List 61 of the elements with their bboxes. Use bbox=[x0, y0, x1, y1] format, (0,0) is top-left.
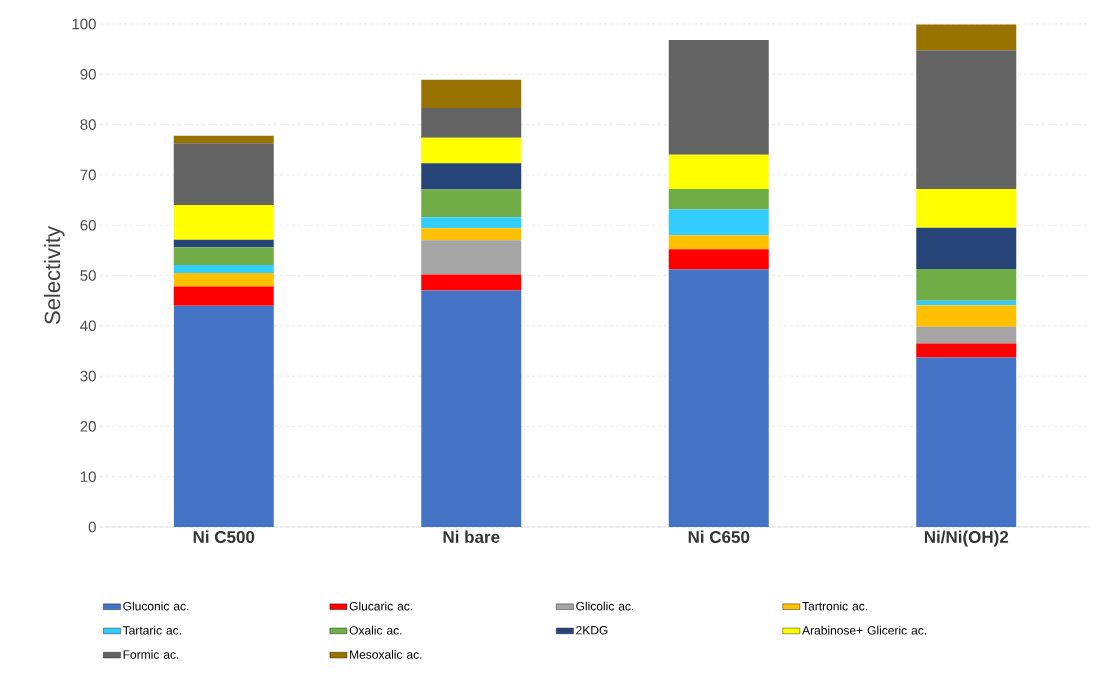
bar bbox=[173, 143, 274, 206]
legend-label: Glicolic ac. bbox=[576, 601, 634, 611]
legend-label: Glucaric ac. bbox=[349, 601, 413, 611]
bar bbox=[668, 249, 769, 270]
x-tick-label: Ni C500 bbox=[193, 530, 255, 544]
bar bbox=[173, 205, 274, 240]
x-tick-label: Ni bare bbox=[443, 530, 500, 544]
bar bbox=[421, 189, 522, 218]
y-tick-label: 50 bbox=[80, 270, 96, 281]
y-tick-label: 10 bbox=[80, 471, 96, 483]
bar bbox=[668, 235, 769, 250]
legend-label: Tartaric ac. bbox=[122, 625, 181, 635]
bar bbox=[916, 268, 1017, 301]
legend-label: Formic ac. bbox=[123, 650, 179, 659]
legend-label: Arabinose+ Gliceric ac. bbox=[802, 625, 927, 635]
bar bbox=[173, 272, 274, 287]
bar bbox=[421, 217, 522, 229]
bar bbox=[173, 239, 274, 248]
bar bbox=[173, 247, 274, 265]
bar bbox=[173, 264, 274, 273]
bar bbox=[668, 40, 769, 155]
bar bbox=[916, 227, 1017, 269]
bar bbox=[421, 240, 522, 275]
legend-label: 2KDG bbox=[576, 625, 608, 635]
bar bbox=[421, 228, 522, 241]
bar bbox=[668, 269, 769, 527]
bar bbox=[173, 305, 274, 527]
y-tick-label: 80 bbox=[80, 119, 96, 130]
y-tick-label: 100 bbox=[72, 18, 96, 30]
y-axis-title: Selectivity bbox=[44, 226, 65, 325]
bar bbox=[916, 188, 1017, 228]
bar bbox=[916, 24, 1017, 51]
x-tick-label: Ni/Ni(OH)2 bbox=[924, 530, 1009, 547]
y-tick-label: 90 bbox=[80, 68, 96, 80]
legend-label: Tartronic ac. bbox=[802, 601, 867, 611]
bar bbox=[916, 343, 1017, 358]
bar bbox=[916, 326, 1017, 344]
legend-label: Mesoxalic ac. bbox=[350, 650, 422, 659]
bar bbox=[421, 290, 522, 527]
y-tick-label: 30 bbox=[80, 370, 96, 382]
bar bbox=[173, 135, 274, 144]
y-tick-label: 70 bbox=[80, 169, 96, 181]
bar bbox=[421, 274, 522, 291]
y-tick-label: 20 bbox=[80, 421, 96, 432]
x-tick-label: Ni C650 bbox=[688, 530, 750, 544]
legend-label: Oxalic ac. bbox=[349, 625, 402, 635]
bar bbox=[421, 163, 522, 190]
bar bbox=[916, 357, 1017, 527]
y-tick-label: 0 bbox=[88, 521, 96, 533]
bar bbox=[668, 209, 769, 236]
bar bbox=[421, 79, 522, 108]
bar bbox=[668, 154, 769, 189]
bar bbox=[173, 286, 274, 306]
y-tick-label: 60 bbox=[80, 219, 96, 231]
legend-label: Gluconic ac. bbox=[123, 601, 189, 611]
bar bbox=[668, 188, 769, 210]
bar bbox=[916, 305, 1017, 327]
bar bbox=[916, 50, 1017, 189]
bar bbox=[421, 137, 522, 164]
y-tick-label: 40 bbox=[80, 320, 96, 332]
bar bbox=[421, 108, 522, 138]
